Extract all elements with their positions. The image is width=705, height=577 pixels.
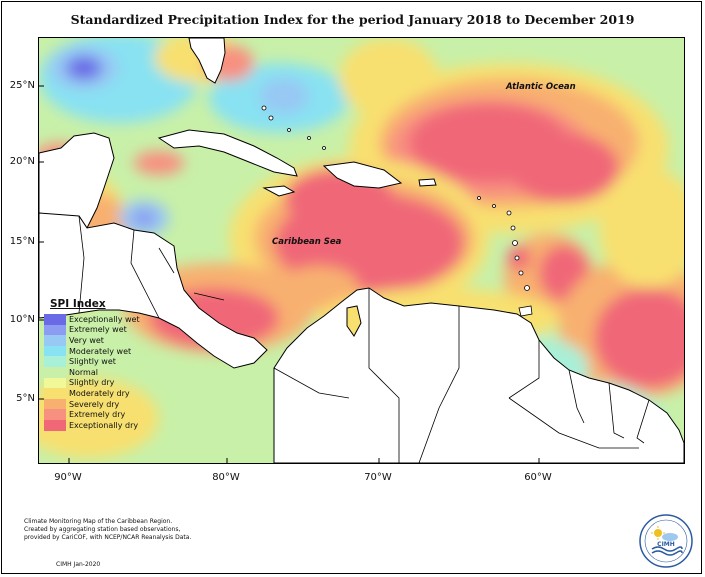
legend-label: Normal	[69, 367, 98, 377]
legend-label: Extremely wet	[69, 325, 127, 335]
legend-title: SPI Index	[50, 298, 106, 310]
legend-label: Severely dry	[69, 399, 120, 409]
legend-item: Extremely dry	[44, 409, 174, 420]
legend-item: Slightly wet	[44, 356, 174, 367]
spi-legend: SPI Index Exceptionally wet Extremely wet…	[44, 298, 174, 431]
cimh-sun-cloud-logo: CIMH	[639, 514, 693, 568]
legend-item: Moderately wet	[44, 345, 174, 357]
longitude-label-90w: 90°W	[54, 472, 82, 483]
legend-rows: Exceptionally wet Extremely wet Very wet Mo…	[44, 314, 174, 431]
legend-label: Exceptionally dry	[69, 420, 139, 430]
latitude-label-20n: 20°N	[9, 156, 35, 167]
tick-marks	[39, 85, 540, 463]
legend-label: Moderately wet	[69, 346, 132, 356]
legend-swatch	[44, 419, 66, 431]
legend-swatch	[44, 324, 66, 336]
latitude-label-25n: 25°N	[9, 80, 35, 91]
longitude-label-60w: 60°W	[524, 472, 552, 483]
legend-item: Very wet	[44, 335, 174, 346]
legend-item: Severely dry	[44, 398, 174, 410]
legend-item: Normal	[44, 366, 174, 378]
land-masses	[39, 38, 684, 463]
legend-item: Moderately dry	[44, 388, 174, 399]
legend-swatch	[44, 388, 66, 399]
latitude-label-10n: 10°N	[9, 314, 35, 325]
legend-item: Exceptionally dry	[44, 419, 174, 431]
legend-item: Extremely wet	[44, 324, 174, 336]
legend-item: Slightly dry	[44, 377, 174, 389]
country-borders	[78, 215, 650, 463]
legend-swatch	[44, 314, 66, 325]
legend-label: Slightly wet	[69, 357, 116, 367]
logo-text: CIMH	[657, 541, 675, 548]
legend-item: Exceptionally wet	[44, 314, 174, 325]
legend-swatch	[44, 345, 66, 357]
legend-swatch	[44, 366, 66, 378]
latitude-label-5n: 5°N	[16, 393, 35, 404]
footer-credit: CIMH Jan-2020	[56, 561, 101, 568]
spi-map-canvas	[39, 38, 684, 463]
footer-line-2: Created by aggregating station based obs…	[24, 526, 181, 533]
legend-label: Very wet	[69, 335, 104, 345]
latitude-label-15n: 15°N	[9, 236, 35, 247]
legend-swatch	[44, 335, 66, 346]
legend-label: Slightly dry	[69, 378, 115, 388]
longitude-label-80w: 80°W	[212, 472, 240, 483]
spi-map	[38, 37, 685, 464]
footer-description: Climate Monitoring Map of the Caribbean …	[24, 518, 224, 542]
longitude-label-70w: 70°W	[364, 472, 392, 483]
spi-field	[39, 38, 684, 463]
footer-line-1: Climate Monitoring Map of the Caribbean …	[24, 518, 173, 525]
map-title: Standardized Precipitation Index for the…	[70, 12, 635, 27]
islands	[261, 105, 533, 317]
footer-line-3: provided by CariCOF, with NCEP/NCAR Rean…	[24, 534, 192, 541]
legend-label: Exceptionally wet	[69, 314, 140, 324]
legend-label: Moderately dry	[69, 388, 130, 398]
atlantic-ocean-label: Atlantic Ocean	[506, 82, 576, 92]
legend-swatch	[44, 356, 66, 367]
legend-swatch	[44, 377, 66, 389]
legend-label: Extremely dry	[69, 410, 126, 420]
legend-swatch	[44, 398, 66, 410]
legend-swatch	[44, 409, 66, 420]
caribbean-sea-label: Caribbean Sea	[272, 237, 342, 247]
